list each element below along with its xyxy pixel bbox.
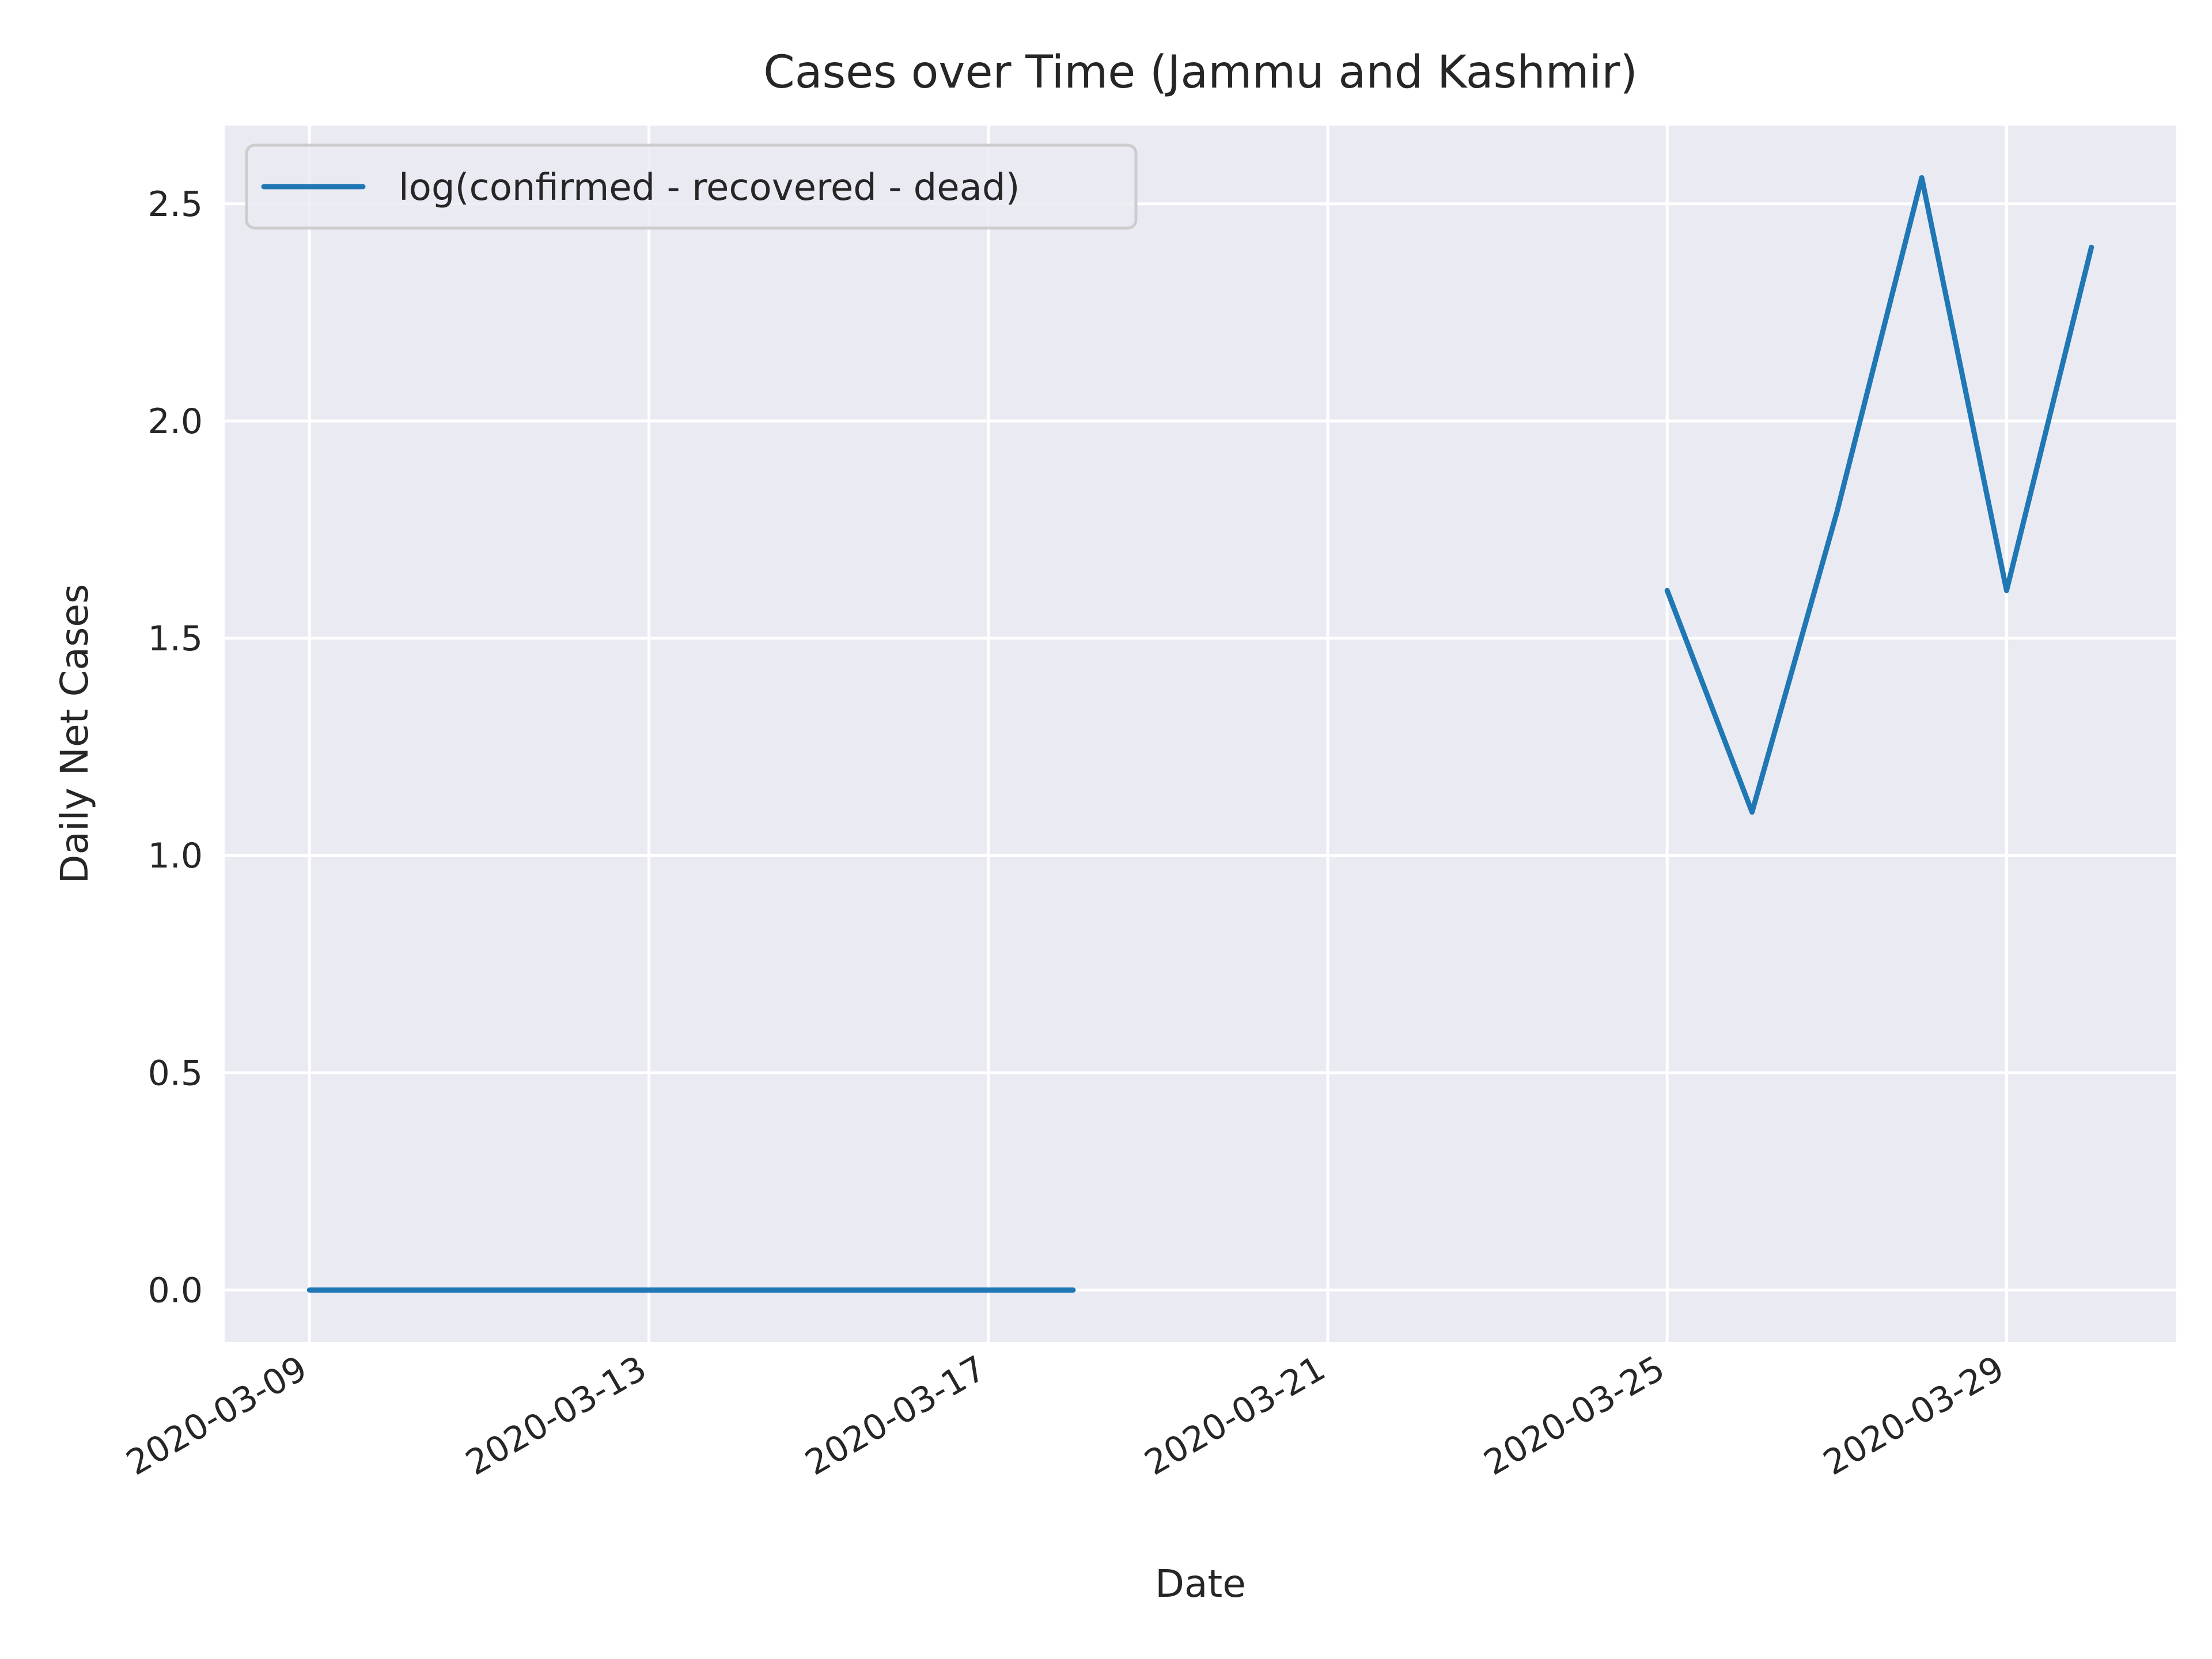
y-tick-label: 0.5 [148, 1053, 203, 1093]
x-tick-label: 2020-03-29 [1817, 1348, 2011, 1483]
legend-label: log(confirmed - recovered - dead) [399, 166, 1020, 209]
y-tick-label: 0.0 [148, 1270, 203, 1310]
x-tick-label: 2020-03-13 [459, 1348, 653, 1483]
x-axis-label: Date [1155, 1562, 1246, 1606]
series-line-segment [1664, 175, 2094, 815]
legend-box [245, 143, 1138, 230]
y-axis-label: Daily Net Cases [52, 584, 97, 884]
y-tick-label: 2.5 [148, 184, 203, 225]
x-tick-label: 2020-03-17 [798, 1348, 993, 1483]
series-layer [306, 175, 2094, 1293]
y-ticks: 0.0 0.5 1.0 1.5 2.0 2.5 [148, 184, 203, 1311]
x-tick-label: 2020-03-25 [1478, 1348, 1672, 1483]
y-tick-label: 2.0 [148, 402, 203, 442]
plot-area [225, 126, 2176, 1342]
y-tick-label: 1.0 [148, 836, 203, 876]
x-ticks: 2020-03-09 2020-03-13 2020-03-17 2020-03-21… [120, 1348, 2011, 1483]
chart-title: Cases over Time (Jammu and Kashmir) [763, 47, 1638, 99]
y-tick-label: 1.5 [148, 619, 203, 659]
legend: log(confirmed - recovered - dead) [245, 143, 1138, 230]
x-tick-label: 2020-03-21 [1138, 1348, 1332, 1483]
x-tick-label: 2020-03-09 [120, 1348, 314, 1483]
